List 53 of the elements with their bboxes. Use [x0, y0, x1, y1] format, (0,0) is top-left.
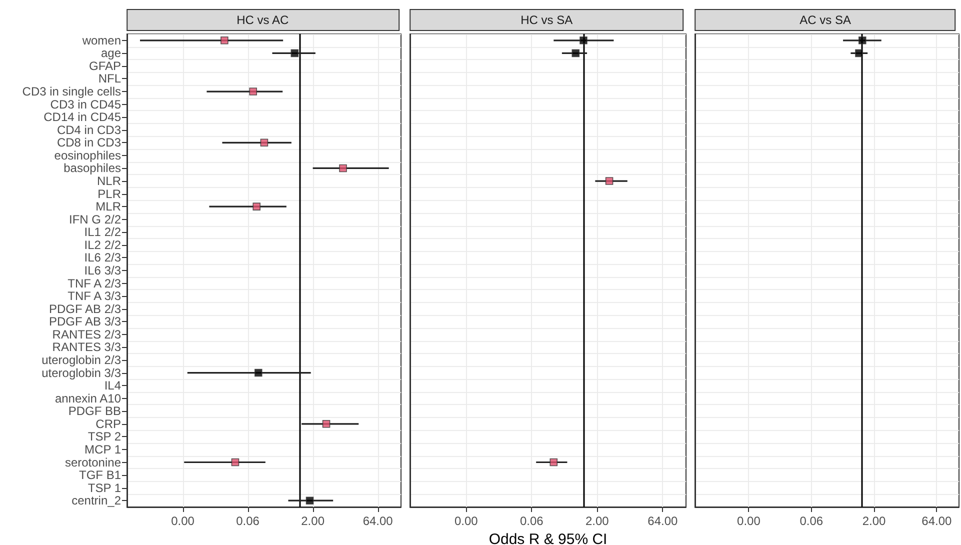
y-tick-label: IL6 3/3 [84, 264, 122, 278]
y-tick-label: eosinophiles [54, 148, 121, 162]
x-tick-label: 2.00 [301, 514, 325, 528]
chart-title: AC vs SA [800, 13, 851, 27]
y-tick-label: TGF B1 [78, 468, 122, 482]
y-tick-label: TNF A 3/3 [68, 289, 122, 304]
y-tick-label: PDGF AB 2/3 [48, 302, 122, 316]
y-tick-label: IL2 2/2 [84, 238, 122, 252]
x-tick-label: 0.00 [737, 514, 761, 528]
x-tick-label: 0.06 [800, 514, 824, 528]
y-tick-label: CD3 in single cells [22, 84, 121, 99]
y-tick-label: annexin A10 [54, 391, 122, 406]
y-tick-label: uteroglobin 3/3 [42, 366, 122, 380]
y-tick-label: MLR [96, 200, 122, 214]
x-tick-label: 0.00 [454, 514, 478, 528]
y-tick-label: CD14 in CD45 [44, 110, 122, 124]
y-tick-label: NFL [98, 72, 122, 86]
y-tick-label: CRP [96, 416, 121, 431]
chart-title: HC vs SA [520, 13, 573, 27]
y-tick-label: women [81, 33, 121, 48]
y-tick-label: PDGF BB [68, 404, 121, 418]
y-tick-label: IL6 2/3 [84, 250, 122, 265]
y-tick-label: TNF A 2/3 [68, 276, 122, 290]
x-tick-label: 2.00 [862, 514, 886, 528]
x-tick-label: 64.00 [362, 514, 394, 528]
y-tick-label: MCP 1 [84, 442, 122, 456]
x-tick-label: 64.00 [648, 514, 678, 528]
y-tick-label: age [100, 46, 122, 60]
y-tick-label: CD4 in CD3 [56, 122, 122, 137]
y-tick-label: serotonine [64, 455, 122, 470]
y-tick-label: RANTES 2/3 [52, 327, 122, 342]
y-tick-label: basophiles [64, 161, 121, 176]
y-tick-label: CD3 in CD45 [50, 97, 122, 112]
y-tick-label: IL4 [104, 378, 122, 393]
y-tick-label: centrin_2 [72, 494, 122, 508]
x-tick-label: 0.06 [520, 514, 544, 528]
y-tick-label: NLR [96, 174, 122, 188]
y-tick-label: CD8 in CD3 [56, 136, 122, 150]
y-tick-label: uteroglobin 2/3 [42, 352, 122, 367]
x-axis-title: Odds R & 95% CI [488, 530, 608, 545]
y-tick-label: TSP 1 [88, 480, 122, 495]
chart-title: HC vs AC [236, 13, 289, 27]
y-tick-label: PDGF AB 3/3 [48, 314, 122, 329]
x-tick-label: 2.00 [585, 514, 610, 528]
y-tick-label: RANTES 3/3 [52, 340, 122, 354]
x-tick-label: 0.00 [171, 514, 195, 528]
y-tick-label: GFAP [88, 58, 121, 73]
y-tick-label: PLR [98, 186, 122, 201]
y-tick-label: TSP 2 [88, 430, 122, 444]
x-tick-label: 64.00 [922, 514, 952, 528]
y-tick-label: IL1 2/2 [84, 225, 122, 240]
x-tick-label: 0.06 [236, 514, 260, 528]
y-tick-label: IFN G 2/2 [68, 212, 122, 226]
